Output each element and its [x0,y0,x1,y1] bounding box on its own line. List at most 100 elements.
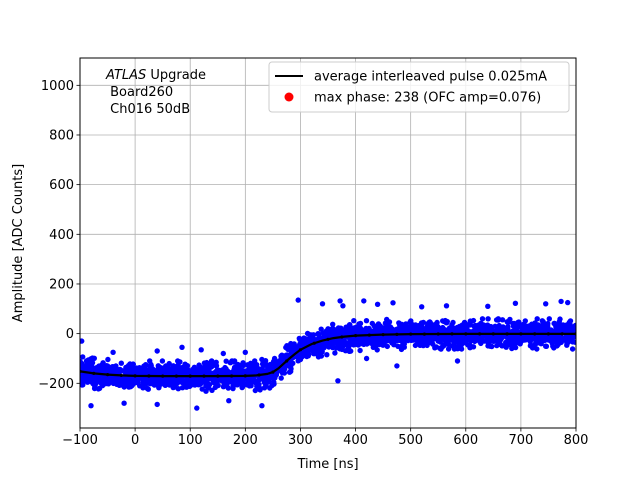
sample-point [499,343,505,349]
average-pulse-marker [395,332,399,336]
average-pulse-marker [546,332,551,336]
sample-point [155,366,161,373]
average-pulse-marker [271,370,275,374]
sample-point [310,332,317,338]
sample-point [357,347,363,354]
sample-point [289,348,295,355]
sample-point [95,367,102,373]
annotation-block: ATLAS Upgrade Board260 Ch016 50dB [105,68,206,117]
sample-point [370,337,377,344]
sample-point [508,342,514,348]
average-pulse-marker [381,333,385,337]
sample-outlier-point [374,301,381,307]
sample-point [369,320,375,327]
average-pulse-marker [188,374,192,378]
sample-outlier-point [242,349,248,355]
average-pulse-marker [478,332,482,336]
sample-point [482,328,488,334]
sample-point [264,362,270,368]
sample-point [305,353,311,359]
sample-point [355,342,361,348]
average-pulse-marker [312,341,316,345]
sample-point [396,337,402,343]
sample-point [351,318,357,324]
average-pulse-marker [326,337,330,341]
sample-point [540,319,546,325]
sample-point [488,336,494,342]
sample-outlier-point [154,348,160,354]
legend: average interleaved pulse 0.025mA max ph… [268,61,570,113]
sample-point [479,316,486,322]
x-tick-label: 100 [178,433,203,448]
x-tick-label: 500 [398,433,423,448]
sample-point [238,370,245,376]
sample-point [512,336,518,342]
x-tick-label: 200 [233,433,258,448]
plot-frame [79,57,577,429]
sample-point [140,379,146,385]
sample-point [212,384,218,391]
sample-point [110,380,117,387]
sample-point [256,368,263,374]
sample-point [380,342,386,348]
average-pulse-marker [257,373,261,377]
sample-point [457,341,463,348]
sample-point [159,358,166,364]
sample-point [92,374,99,380]
sample-point [330,321,336,327]
sample-point [289,343,295,349]
sample-point [426,319,432,326]
sample-point [348,348,354,354]
sample-point [374,347,380,353]
sample-point [395,343,401,349]
sample-point [409,327,415,334]
x-tick-label: 700 [508,433,533,448]
sample-outlier-point [295,297,301,303]
sample-point [199,386,205,392]
sample-point [119,376,126,382]
sample-outlier-point [394,363,400,369]
average-pulse-marker [367,333,371,337]
sample-point [420,319,427,326]
average-pulse-marker [422,332,426,336]
sample-outlier-point [259,403,265,409]
sample-point [261,385,268,391]
sample-point [222,382,229,388]
sample-point [319,342,325,349]
sample-point [204,379,210,385]
sample-point [545,323,551,329]
sample-point [284,352,290,358]
sample-point [105,356,111,363]
sample-point [572,339,576,345]
sample-point [516,319,522,325]
average-pulse-marker [92,371,96,375]
sample-point [231,359,238,365]
sample-point [162,381,168,388]
sample-point [118,360,125,366]
sample-point [324,352,330,358]
sample-point [570,325,576,331]
average-pulse-marker [230,374,234,378]
average-pulse-marker [243,374,247,378]
y-tick-label: 800 [49,128,74,143]
y-tick-label: 200 [49,277,74,292]
sample-point [546,316,552,322]
sample-point [130,378,136,384]
annotation-line-3: Ch016 50dB [106,102,190,117]
sample-point [105,368,111,374]
average-pulse-marker [147,374,151,378]
sample-point [516,323,522,329]
sample-point [315,331,321,337]
y-axis-label: Amplitude [ADC Counts] [11,164,26,322]
sample-point [465,342,471,348]
sample-point [88,376,94,382]
x-axis-label: Time [ns] [296,457,358,472]
legend-box [268,61,570,113]
average-pulse-marker [450,332,454,336]
sample-point [383,325,390,331]
sample-point [569,346,576,352]
average-pulse-marker [505,332,509,336]
sample-point [435,335,442,341]
sample-outlier-point [194,405,200,411]
